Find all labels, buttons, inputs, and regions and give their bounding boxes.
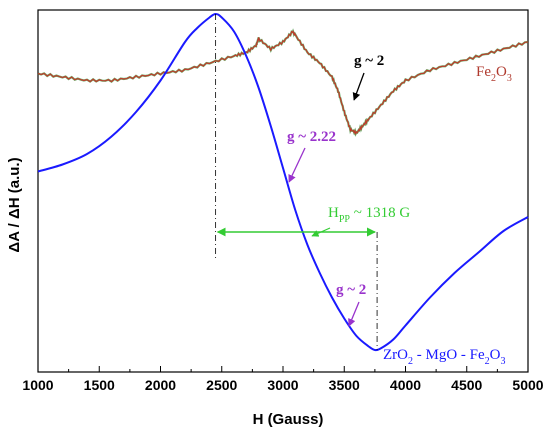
x-tick-label: 5000 (512, 377, 543, 393)
x-axis-title: H (Gauss) (253, 411, 324, 428)
x-tick-label: 1500 (84, 377, 115, 393)
series-fe2o3 (37, 29, 529, 136)
series-fe2o3-underlay (37, 28, 529, 137)
annotation-layer: HPP ~ 1318 G g ~ 2.22 g ~ 2 g ~ 2 Fe2O3 ZrO2 … (215, 14, 512, 367)
g2-zro-label: g ~ 2 (336, 282, 366, 298)
g222-arrow (288, 147, 306, 183)
g2-zro-arrow (348, 301, 360, 327)
x-tick-label: 2500 (206, 377, 237, 393)
fe2o3-series-label: Fe2O3 (476, 64, 512, 84)
x-tick-label: 1000 (22, 377, 53, 393)
x-tick-label: 4000 (390, 377, 421, 393)
series-zro2-mgo-fe2o3 (37, 12, 529, 352)
x-tick-label: 4500 (451, 377, 482, 393)
plot-border (37, 9, 529, 373)
x-tick-label: 3500 (329, 377, 360, 393)
zro2-series-label: ZrO2 - MgO - Fe2O3 (383, 347, 506, 367)
g2-fe-label: g ~ 2 (354, 53, 384, 69)
hpp-label: HPP ~ 1318 G (328, 205, 410, 225)
series-layer (37, 12, 529, 352)
y-axis-title: ΔA / ΔH (a.u.) (6, 157, 23, 252)
g2-fe-arrow (352, 72, 365, 101)
x-tick-label: 2000 (145, 377, 176, 393)
x-tick-label: 3000 (267, 377, 298, 393)
hpp-pointer-arrow (311, 227, 331, 237)
axis-layer: 1000 1500 2000 2500 3000 3500 4000 4500 5000 (22, 366, 544, 393)
plot-frame (37, 9, 529, 373)
g222-label: g ~ 2.22 (287, 129, 336, 145)
